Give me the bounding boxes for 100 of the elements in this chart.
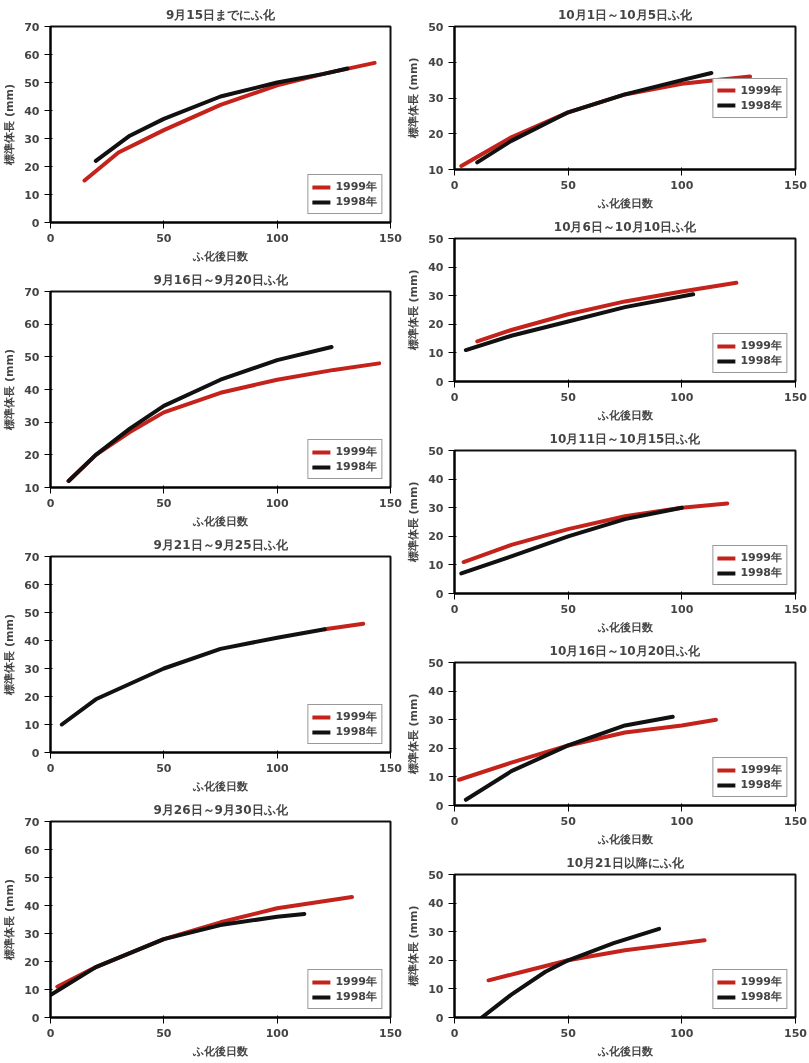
y-tick-label: 40 xyxy=(428,261,444,275)
y-tick-label: 0 xyxy=(435,1011,444,1025)
y-tick-label: 50 xyxy=(428,20,444,34)
y-axis-title: 標準体長 (mm) xyxy=(407,269,421,352)
y-tick-label: 60 xyxy=(24,48,40,62)
x-tick-label: 0 xyxy=(46,231,55,245)
legend-label: 1999年 xyxy=(740,550,782,565)
y-tick-label: 20 xyxy=(428,127,444,141)
x-tick-label: 0 xyxy=(450,390,459,404)
x-tick-label: 100 xyxy=(670,1026,694,1040)
y-tick-label: 30 xyxy=(24,416,40,430)
legend-label: 1998年 xyxy=(740,565,782,580)
x-tick-label: 0 xyxy=(46,1026,55,1040)
x-axis-title: ふ化後日数 xyxy=(192,514,249,528)
legend-label: 1998年 xyxy=(335,989,377,1004)
x-tick-label: 100 xyxy=(265,231,289,245)
x-tick-label: 50 xyxy=(156,761,172,775)
x-tick-label: 50 xyxy=(560,390,577,404)
y-tick-label: 70 xyxy=(24,285,40,299)
y-tick-label: 60 xyxy=(24,318,40,332)
y-axis-title: 標準体長 (mm) xyxy=(407,57,421,140)
legend-label: 1999年 xyxy=(740,762,782,777)
x-axis-title: ふ化後日数 xyxy=(192,779,249,793)
x-tick-label: 0 xyxy=(450,1026,459,1040)
y-tick-label: 30 xyxy=(428,925,444,939)
y-tick-label: 40 xyxy=(428,685,444,699)
x-tick-label: 0 xyxy=(450,178,459,192)
y-tick-label: 20 xyxy=(24,690,40,704)
y-tick-label: 40 xyxy=(24,634,40,648)
legend-label: 1999年 xyxy=(335,974,377,989)
chart-title: 9月16日～9月20日ふ化 xyxy=(153,272,289,287)
x-tick-label: 150 xyxy=(379,1026,403,1040)
y-tick-label: 10 xyxy=(428,346,444,360)
x-axis-title: ふ化後日数 xyxy=(596,832,654,846)
legend-label: 1998年 xyxy=(740,97,782,113)
y-tick-label: 10 xyxy=(24,481,40,495)
y-tick-label: 40 xyxy=(24,899,40,913)
legend-label: 1999年 xyxy=(335,444,377,459)
x-tick-label: 100 xyxy=(670,602,694,616)
y-tick-label: 20 xyxy=(24,160,40,174)
x-tick-label: 100 xyxy=(670,814,694,828)
y-tick-label: 20 xyxy=(428,530,444,544)
y-tick-label: 20 xyxy=(428,318,444,332)
y-tick-label: 30 xyxy=(428,501,444,515)
x-tick-label: 0 xyxy=(450,814,459,828)
chart-title: 10月21日以降にふ化 xyxy=(566,855,685,870)
x-tick-label: 150 xyxy=(379,761,403,775)
y-axis-title: 標準体長 (mm) xyxy=(3,349,17,431)
y-axis-title: 標準体長 (mm) xyxy=(407,481,421,564)
legend-label: 1998年 xyxy=(740,353,782,368)
y-axis-title: 標準体長 (mm) xyxy=(407,905,421,988)
x-tick-label: 150 xyxy=(379,496,403,510)
x-tick-label: 0 xyxy=(450,602,459,616)
y-tick-label: 10 xyxy=(428,982,444,996)
legend-label: 1998年 xyxy=(335,459,377,474)
y-tick-label: 10 xyxy=(428,558,444,572)
chart-title: 10月6日～10月10日ふ化 xyxy=(553,219,698,234)
x-axis-title: ふ化後日数 xyxy=(596,196,654,210)
y-tick-label: 50 xyxy=(428,444,444,458)
x-tick-label: 150 xyxy=(784,814,808,828)
y-tick-label: 10 xyxy=(428,163,444,177)
y-axis-title: 標準体長 (mm) xyxy=(3,879,17,961)
x-tick-label: 0 xyxy=(46,761,55,775)
y-tick-label: 60 xyxy=(24,843,40,857)
x-tick-label: 50 xyxy=(156,1026,172,1040)
y-tick-label: 70 xyxy=(24,815,40,829)
x-tick-label: 50 xyxy=(156,496,172,510)
y-tick-label: 30 xyxy=(428,713,444,727)
y-tick-label: 10 xyxy=(24,188,40,202)
y-tick-label: 40 xyxy=(428,473,444,487)
y-tick-label: 50 xyxy=(24,871,40,885)
x-tick-label: 50 xyxy=(560,1026,577,1040)
y-tick-label: 20 xyxy=(428,742,444,756)
chart-title: 9月15日までにふ化 xyxy=(165,7,277,22)
y-tick-label: 0 xyxy=(31,1011,40,1025)
x-tick-label: 150 xyxy=(784,1026,808,1040)
legend-label: 1998年 xyxy=(335,724,377,739)
y-tick-label: 0 xyxy=(31,746,40,760)
legend-label: 1998年 xyxy=(740,777,782,792)
x-tick-label: 50 xyxy=(560,178,577,192)
x-tick-label: 150 xyxy=(784,602,808,616)
x-axis-title: ふ化後日数 xyxy=(596,408,654,422)
y-tick-label: 30 xyxy=(24,662,40,676)
y-axis-title: 標準体長 (mm) xyxy=(407,693,421,776)
y-tick-label: 70 xyxy=(24,20,40,34)
y-tick-label: 50 xyxy=(428,868,444,882)
y-tick-label: 20 xyxy=(428,954,444,968)
y-tick-label: 30 xyxy=(24,927,40,941)
legend-label: 1999年 xyxy=(740,338,782,353)
y-tick-label: 30 xyxy=(24,132,40,146)
legend-label: 1999年 xyxy=(740,82,782,98)
x-axis-title: ふ化後日数 xyxy=(192,1044,249,1058)
chart-title: 10月11日～10月15日ふ化 xyxy=(549,431,702,446)
legend-label: 1999年 xyxy=(740,974,782,989)
y-tick-label: 40 xyxy=(428,56,444,70)
x-tick-label: 0 xyxy=(46,496,55,510)
y-tick-label: 30 xyxy=(428,289,444,303)
y-tick-label: 0 xyxy=(435,587,444,601)
x-tick-label: 150 xyxy=(379,231,403,245)
x-tick-label: 100 xyxy=(670,178,694,192)
